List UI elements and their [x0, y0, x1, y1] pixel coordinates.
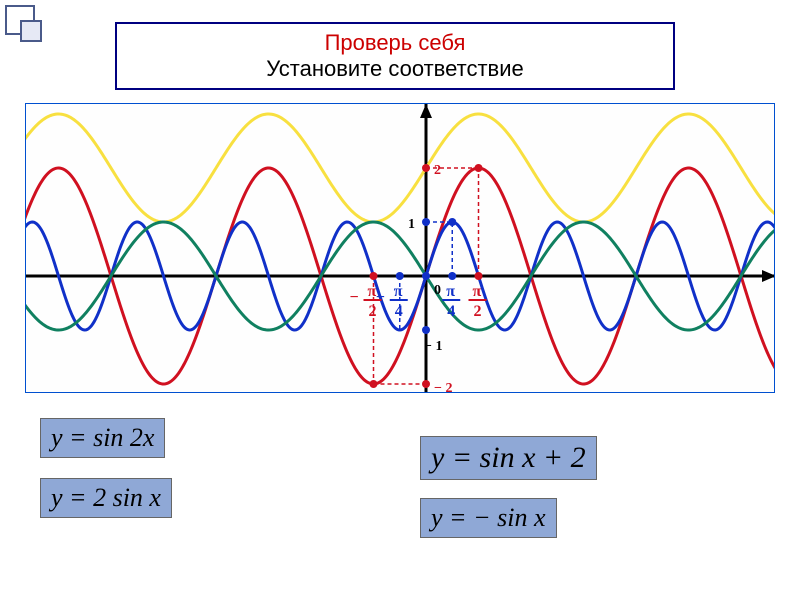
svg-text:− 1: − 1: [424, 339, 442, 354]
formula-sinx-plus-2[interactable]: y = sin x + 2: [420, 436, 597, 480]
formula-text: y = − sin x: [431, 503, 546, 532]
svg-text:− 2: − 2: [434, 381, 452, 393]
svg-text:−: −: [350, 289, 359, 306]
formula-text: y = sin x + 2: [431, 441, 586, 474]
svg-text:0: 0: [434, 283, 441, 298]
title-line2: Установите соответствие: [127, 56, 663, 82]
svg-text:2: 2: [434, 163, 441, 178]
svg-text:1: 1: [408, 217, 415, 232]
svg-text:4: 4: [395, 303, 403, 320]
svg-text:2: 2: [474, 303, 482, 320]
formula-text: y = sin 2x: [51, 423, 154, 452]
formula-2sinx[interactable]: y = 2 sin x: [40, 478, 172, 518]
svg-text:−: −: [376, 289, 385, 306]
formula-neg-sinx[interactable]: y = − sin x: [420, 498, 557, 538]
corner-square-inner: [20, 20, 42, 42]
formula-sin2x[interactable]: y = sin 2x: [40, 418, 165, 458]
svg-text:2: 2: [369, 303, 377, 320]
svg-text:4: 4: [447, 303, 455, 320]
svg-text:π: π: [446, 283, 455, 300]
chart-svg: 012− 1− 2π4−π4π2−π2: [26, 104, 775, 393]
svg-text:π: π: [394, 283, 403, 300]
title-box: Проверь себя Установите соответствие: [115, 22, 675, 90]
svg-text:π: π: [368, 283, 377, 300]
title-line1: Проверь себя: [127, 30, 663, 56]
svg-text:π: π: [473, 283, 482, 300]
chart-container: 012− 1− 2π4−π4π2−π2: [25, 103, 775, 393]
formula-text: y = 2 sin x: [51, 483, 161, 512]
